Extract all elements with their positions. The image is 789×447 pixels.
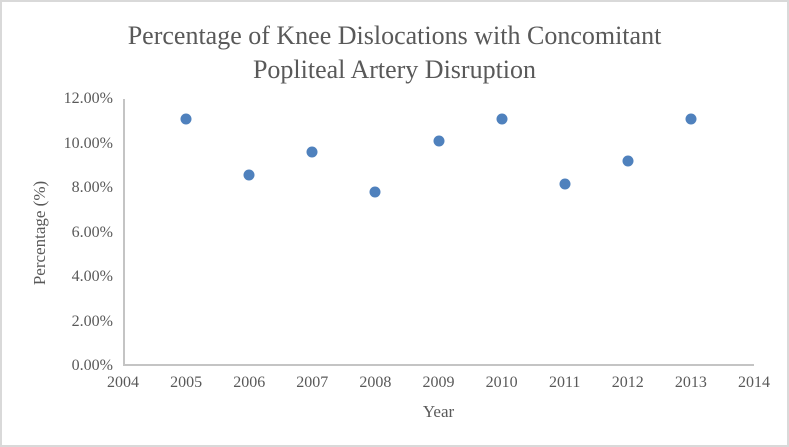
- data-point: [243, 169, 255, 181]
- data-point: [369, 186, 381, 198]
- data-point: [685, 113, 697, 125]
- data-point: [306, 146, 318, 158]
- data-point: [180, 113, 192, 125]
- chart-title-line1: Percentage of Knee Dislocations with Con…: [127, 21, 662, 50]
- y-axis-tick-label: 6.00%: [71, 223, 113, 241]
- chart-title: Percentage of Knee Dislocations with Con…: [2, 19, 787, 87]
- y-axis-title: Percentage (%): [30, 180, 49, 286]
- y-axis-tick-label: 2.00%: [71, 312, 113, 330]
- data-point: [433, 135, 444, 147]
- x-axis-tick-label: 2008: [359, 374, 392, 391]
- data-point: [559, 178, 571, 190]
- x-axis-title: Year: [422, 402, 455, 421]
- y-axis-tick-label: 4.00%: [71, 268, 113, 285]
- x-axis-tick-label: 2010: [485, 374, 518, 391]
- x-axis-line: [123, 364, 754, 366]
- y-axis-tick-label: 10.00%: [63, 134, 113, 152]
- chart-title-line2: Popliteal Artery Disruption: [252, 55, 537, 84]
- data-point: [622, 155, 634, 167]
- x-axis-tick-label: 2007: [296, 374, 329, 391]
- x-axis-tick-label: 2006: [233, 374, 266, 391]
- y-axis-line: [123, 99, 125, 366]
- y-axis-tick-label: 8.00%: [71, 179, 113, 196]
- data-point: [496, 113, 508, 125]
- x-axis-tick-label: 2014: [738, 374, 770, 391]
- x-axis-tick-label: 2009: [422, 374, 455, 391]
- x-axis-tick-label: 2012: [611, 374, 644, 391]
- x-axis-tick-label: 2013: [674, 374, 707, 391]
- y-axis-tick-label: 12.00%: [63, 90, 113, 107]
- x-axis-tick-label: 2011: [548, 374, 581, 391]
- x-axis-tick-label: 2004: [107, 374, 139, 391]
- plot-area: 0.00% 2.00% 4.00% 6.00% 8.00% 10.00% 12.00% 20…: [64, 90, 770, 391]
- x-axis-tick-label: 2005: [170, 374, 203, 391]
- y-axis-tick-label: 0.00%: [71, 357, 113, 374]
